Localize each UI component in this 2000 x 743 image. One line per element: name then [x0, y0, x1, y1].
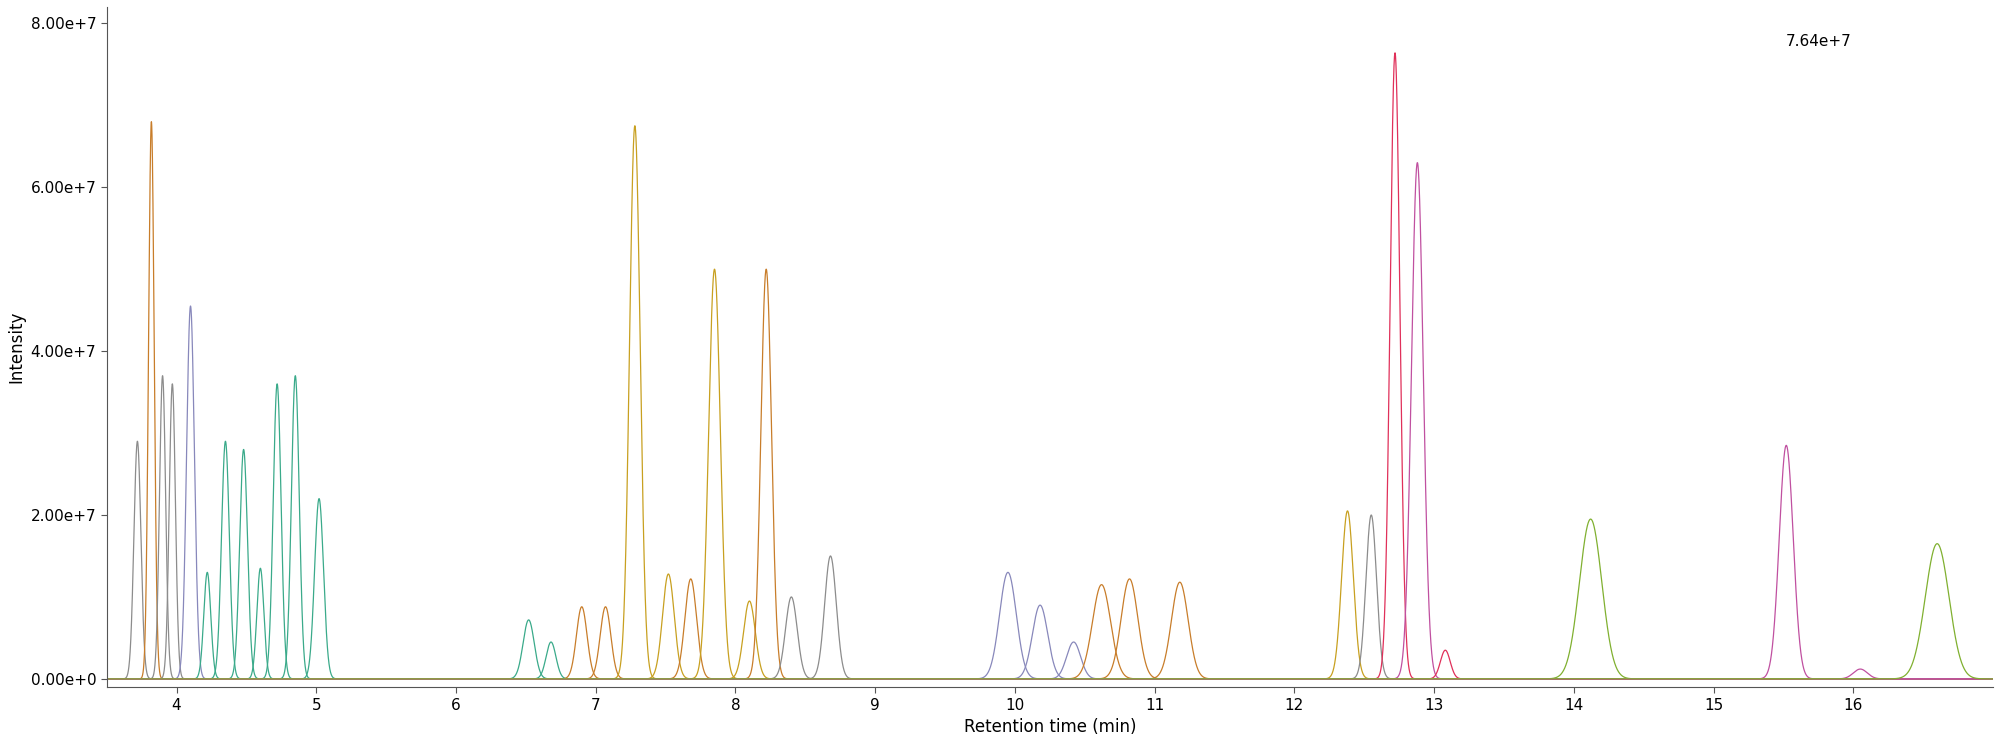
X-axis label: Retention time (min): Retention time (min)	[964, 718, 1136, 736]
Y-axis label: Intensity: Intensity	[6, 311, 24, 383]
Text: 7.64e+7: 7.64e+7	[1786, 34, 1852, 49]
